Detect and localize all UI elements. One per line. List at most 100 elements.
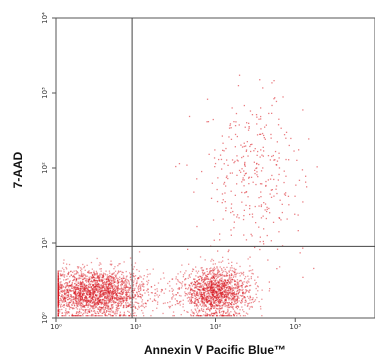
event-point xyxy=(213,312,215,315)
event-point xyxy=(212,282,215,284)
event-point xyxy=(100,290,102,293)
event-point xyxy=(219,233,221,235)
event-point xyxy=(57,272,59,274)
event-point xyxy=(178,287,181,289)
event-point xyxy=(94,286,96,288)
event-point xyxy=(224,284,227,287)
event-point xyxy=(99,287,102,290)
event-point xyxy=(72,315,74,317)
event-point xyxy=(119,292,121,294)
event-point xyxy=(90,305,93,307)
event-point xyxy=(256,154,258,156)
event-point xyxy=(69,289,71,292)
event-point xyxy=(57,272,59,274)
event-point xyxy=(203,296,205,298)
event-point xyxy=(238,289,241,291)
event-point xyxy=(79,304,81,307)
event-point xyxy=(196,314,198,316)
event-point xyxy=(104,291,106,293)
event-point xyxy=(213,301,215,303)
event-point xyxy=(210,270,212,272)
event-point xyxy=(212,294,214,296)
event-point xyxy=(256,167,258,169)
event-point xyxy=(274,97,276,99)
event-point xyxy=(263,202,265,204)
event-point xyxy=(212,307,215,309)
event-point xyxy=(229,287,231,289)
event-point xyxy=(219,308,221,310)
event-point xyxy=(152,268,154,270)
event-point xyxy=(138,277,140,279)
event-point xyxy=(115,285,117,287)
event-point xyxy=(229,306,232,308)
event-point xyxy=(188,296,190,298)
event-point xyxy=(151,300,154,302)
event-point xyxy=(82,291,84,293)
event-point xyxy=(254,246,256,249)
event-point xyxy=(88,281,90,283)
event-point xyxy=(93,305,95,307)
event-point xyxy=(113,288,115,291)
event-point xyxy=(71,313,74,315)
event-point xyxy=(229,287,232,289)
event-point xyxy=(76,305,78,307)
event-point xyxy=(212,295,214,297)
event-point xyxy=(101,279,103,281)
event-point xyxy=(232,276,235,278)
event-point xyxy=(78,301,80,303)
event-point xyxy=(280,127,282,129)
event-point xyxy=(229,278,231,280)
event-point xyxy=(196,225,198,228)
event-point xyxy=(196,287,198,289)
event-point xyxy=(226,293,228,295)
event-point xyxy=(233,292,235,294)
event-point xyxy=(90,280,92,283)
event-point xyxy=(99,309,101,311)
event-point xyxy=(192,283,195,285)
event-point xyxy=(241,282,243,285)
event-point xyxy=(211,291,214,293)
event-point xyxy=(132,309,134,311)
event-point xyxy=(218,305,220,307)
event-point xyxy=(106,287,109,289)
event-point xyxy=(69,284,71,287)
event-point xyxy=(230,234,232,236)
event-point xyxy=(79,293,81,296)
event-point xyxy=(123,315,125,317)
event-point xyxy=(248,176,250,178)
event-point xyxy=(136,293,139,295)
event-point xyxy=(239,279,241,282)
event-point xyxy=(218,297,220,299)
event-point xyxy=(110,292,112,294)
event-point xyxy=(258,118,260,120)
event-point xyxy=(228,296,230,299)
event-point xyxy=(152,310,154,312)
event-point xyxy=(123,261,125,263)
event-point xyxy=(80,282,82,284)
event-point xyxy=(205,304,207,306)
event-point xyxy=(114,311,117,313)
event-point xyxy=(98,264,100,266)
event-point xyxy=(68,296,70,298)
event-point xyxy=(137,308,139,310)
event-point xyxy=(214,283,217,286)
event-point xyxy=(255,167,257,170)
event-point xyxy=(172,296,174,298)
event-point xyxy=(209,279,211,281)
event-point xyxy=(57,294,59,296)
event-point xyxy=(203,273,206,275)
event-point xyxy=(129,295,131,298)
event-point xyxy=(208,289,211,291)
event-point xyxy=(57,280,59,282)
event-point xyxy=(67,311,70,313)
event-point xyxy=(94,285,96,288)
event-point xyxy=(208,283,210,285)
event-point xyxy=(193,292,196,294)
event-point xyxy=(118,271,120,273)
event-point xyxy=(57,278,59,280)
event-point xyxy=(255,222,257,224)
event-point xyxy=(207,278,209,280)
event-point xyxy=(121,297,123,299)
event-point xyxy=(75,281,77,283)
event-point xyxy=(116,286,118,289)
